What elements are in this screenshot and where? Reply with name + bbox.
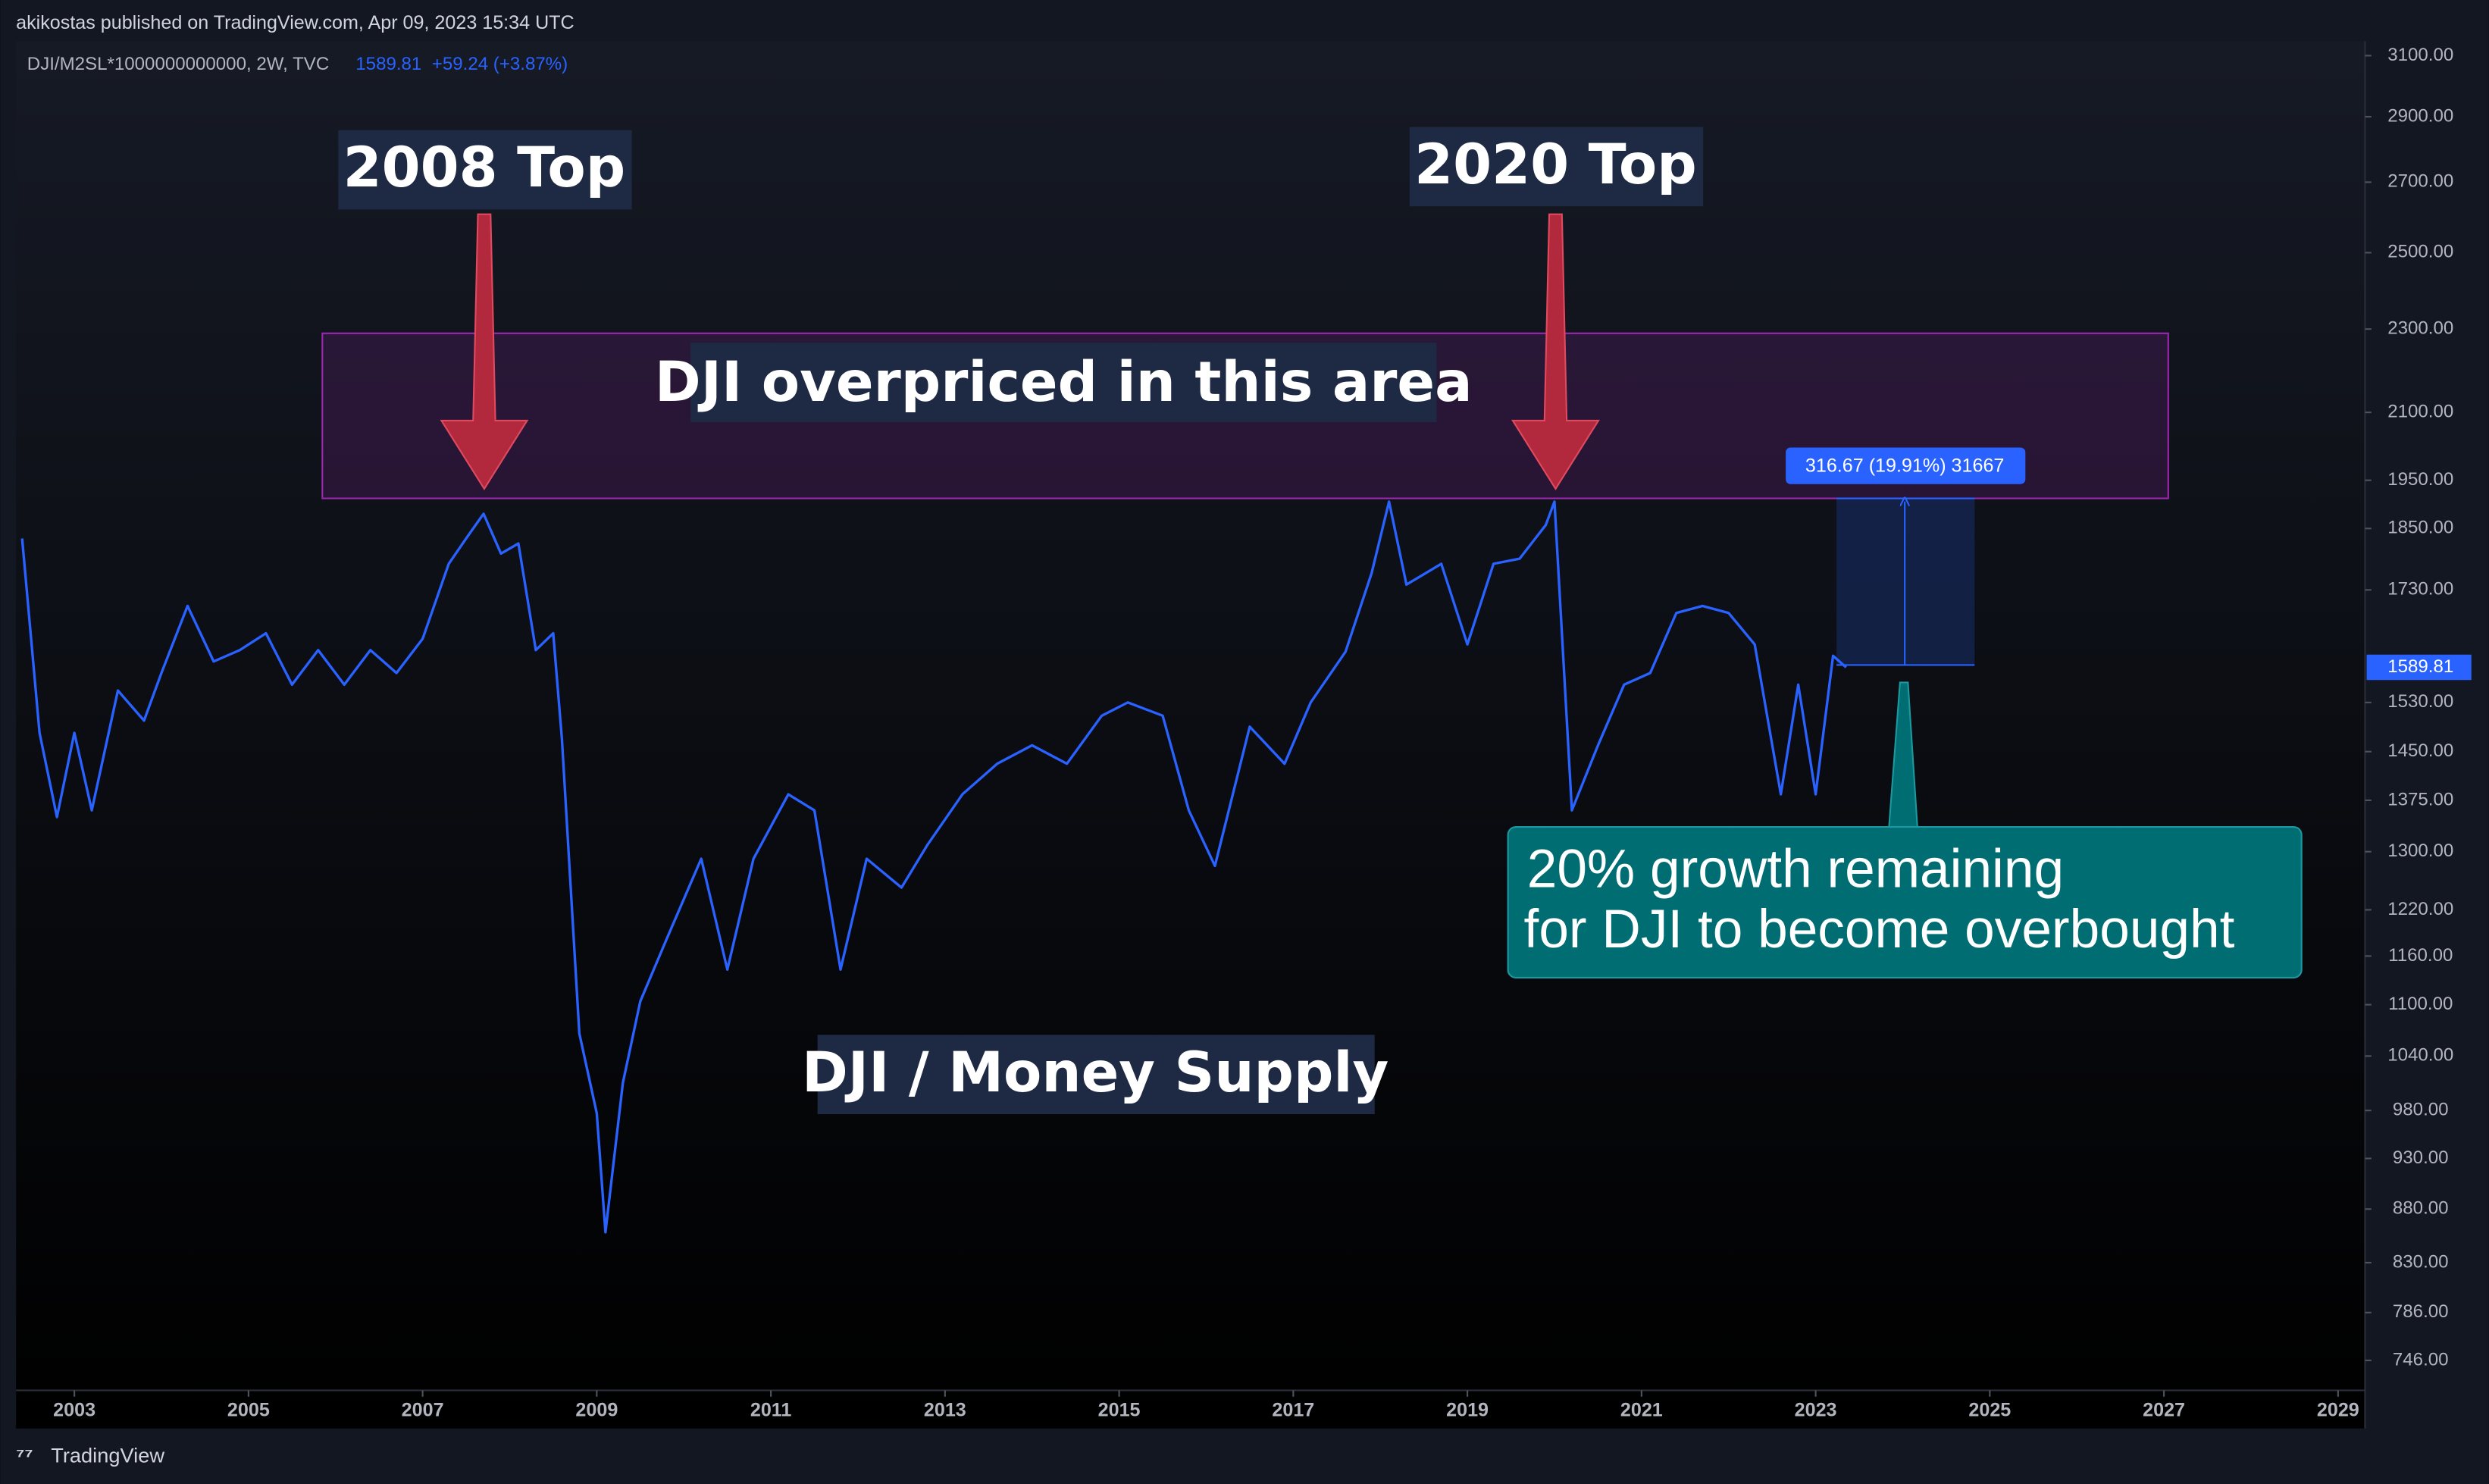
footer: TradingView <box>51 1444 164 1467</box>
label-bg <box>338 130 632 210</box>
x-tick-label: 2021 <box>1620 1399 1663 1420</box>
x-tick-label: 2007 <box>402 1399 444 1420</box>
arrow <box>1511 213 1600 490</box>
x-tick-label: 2017 <box>1272 1399 1314 1420</box>
price-tag: 1589.81 <box>2366 654 2472 681</box>
x-tick-label: 2015 <box>1098 1399 1141 1420</box>
y-tick-label: 786.00 <box>2393 1301 2449 1322</box>
y-tick-label: 1300.00 <box>2387 841 2453 861</box>
logo-mark: ⁷⁷ <box>16 1444 33 1467</box>
symbol: DJI/M2SL*1000000000000, 2W, TVC <box>27 54 329 74</box>
x-tick-label: 2005 <box>227 1399 270 1420</box>
zone-label: DJI overpriced in this area <box>655 350 1473 415</box>
x-tick-label: 2011 <box>750 1399 792 1420</box>
x-tick-label: 2013 <box>924 1399 966 1420</box>
callout <box>1507 825 2303 979</box>
y-tick-label: 1450.00 <box>2387 740 2453 761</box>
zone-label-bg <box>690 343 1437 423</box>
y-tick-label: 1950.00 <box>2387 469 2453 490</box>
series-line <box>20 500 1847 1234</box>
y-tick-label: 1730.00 <box>2387 579 2453 600</box>
y-tick-label: 1160.00 <box>2388 945 2453 966</box>
arrow <box>440 213 529 490</box>
top-2008: 2008 Top <box>343 136 626 200</box>
y-tick-label: 2500.00 <box>2387 242 2453 262</box>
y-tick-label: 1100.00 <box>2388 994 2453 1014</box>
measure-label: 316.67 (19.91%) 31667 <box>1805 455 2004 476</box>
y-tick-label: 1040.00 <box>2387 1045 2453 1066</box>
x-tick-label: 2019 <box>1446 1399 1489 1420</box>
y-tick-label: 746.00 <box>2393 1349 2449 1370</box>
plot-area <box>16 41 2365 1429</box>
x-tick-label: 2003 <box>53 1399 95 1420</box>
change: +59.24 (+3.87%) <box>432 54 568 74</box>
x-tick-label: 2023 <box>1795 1399 1837 1420</box>
y-tick-label: 2300.00 <box>2387 318 2453 339</box>
y-tick-label: 880.00 <box>2393 1198 2449 1219</box>
x-tick-label: 2025 <box>1968 1399 2011 1420</box>
publisher: akikostas published on TradingView.com, … <box>16 12 575 33</box>
price-tag-label: 1589.81 <box>2387 656 2453 677</box>
measure-box <box>1836 498 1975 665</box>
y-tick-label: 980.00 <box>2393 1100 2449 1120</box>
callout-text: for DJI to become overbought <box>1524 900 2235 960</box>
label-bg <box>1409 127 1704 207</box>
y-tick-label: 830.00 <box>2393 1251 2449 1272</box>
last-price: 1589.81 <box>355 54 421 74</box>
y-tick-label: 1530.00 <box>2387 691 2453 712</box>
x-tick-label: 2029 <box>2317 1399 2359 1420</box>
price-tag-bg <box>2366 654 2472 681</box>
subject-label: DJI / Money Supply <box>802 1041 1389 1105</box>
y-tick-label: 2900.00 <box>2387 105 2453 126</box>
x-tick-label: 2027 <box>2143 1399 2185 1420</box>
y-tick-label: 930.00 <box>2393 1147 2449 1168</box>
y-tick-label: 1220.00 <box>2387 899 2453 919</box>
y-tick-label: 2100.00 <box>2387 401 2453 421</box>
y-tick-label: 1850.00 <box>2387 518 2453 538</box>
x-tick-label: 2009 <box>575 1399 618 1420</box>
y-tick-label: 2700.00 <box>2387 171 2453 192</box>
callout-text: 20% growth remaining <box>1527 840 2064 900</box>
y-tick-label: 3100.00 <box>2387 45 2453 65</box>
measure-label-bg <box>1786 447 2026 484</box>
top-2020: 2020 Top <box>1414 133 1697 197</box>
marks: 3100.00 2900.00 2700.00 2500.00 2300.00 2100.… <box>20 45 2453 1420</box>
label-bg <box>817 1035 1375 1115</box>
y-tick-label: 1375.00 <box>2387 789 2453 809</box>
